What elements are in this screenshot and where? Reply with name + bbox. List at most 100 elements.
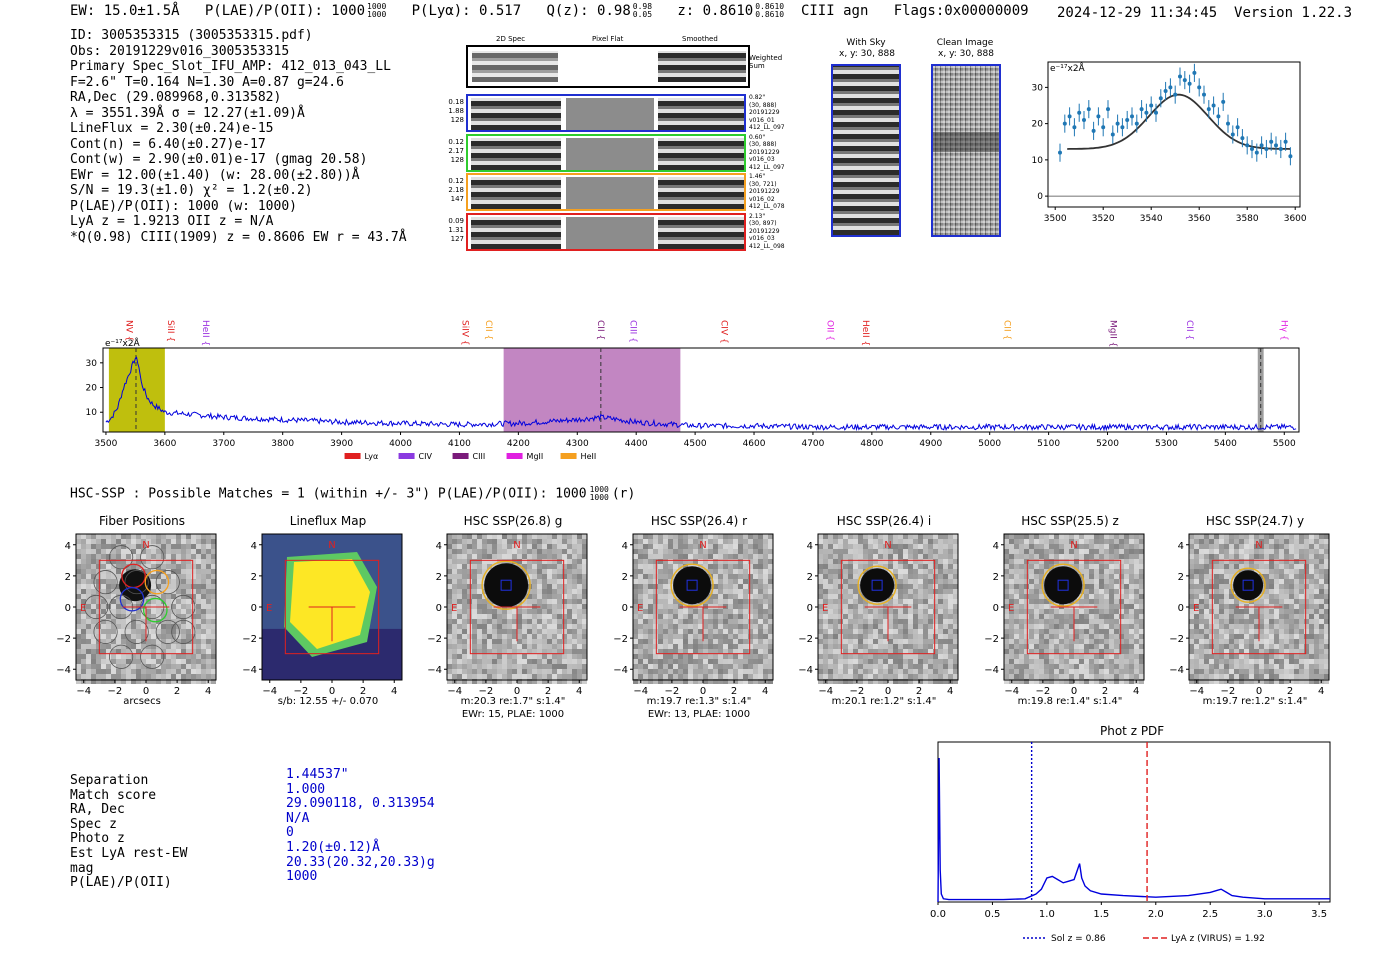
cutout-pixel — [743, 669, 748, 674]
cutout-pixel — [452, 654, 457, 659]
cutout-pixel — [943, 569, 948, 574]
cutout-pixel — [948, 554, 953, 559]
cutout-pixel — [1199, 664, 1204, 669]
cutout-pixel — [557, 624, 562, 629]
cutout-pixel — [1029, 654, 1034, 659]
cutout-pixel — [933, 574, 938, 579]
cutout-pixel — [111, 594, 116, 599]
cutout-pixel — [668, 624, 673, 629]
cutout-pixel — [753, 594, 758, 599]
fiber-circle — [84, 594, 109, 620]
spectrum-line-marker: HeII { — [200, 320, 210, 346]
cutout-pixel — [723, 654, 728, 659]
cutout-pixel — [858, 634, 863, 639]
cutout-pixel — [1094, 554, 1099, 559]
cutout-pixel — [572, 679, 577, 684]
cutout-pixel — [1034, 574, 1039, 579]
cutout-pixel — [1209, 574, 1214, 579]
cutout-pixel — [1119, 634, 1124, 639]
info-line: S/N = 19.3(±1.0) χ² = 1.2(±0.2) — [70, 183, 313, 198]
cutout-pixel — [733, 579, 738, 584]
cutout-pixel — [502, 554, 507, 559]
cutout-pixel — [467, 569, 472, 574]
cutout-pixel — [171, 649, 176, 654]
cutout-pixel — [853, 644, 858, 649]
spectrum-line-marker: CII { — [1001, 320, 1011, 340]
cutout-pixel — [1129, 569, 1134, 574]
cutout-pixel — [1134, 654, 1139, 659]
cutout-pixel — [76, 674, 81, 679]
plae-sup: 1000 — [367, 2, 387, 11]
cutout-pixel — [81, 554, 86, 559]
cutout-pixel — [893, 649, 898, 654]
cutout-pixel — [502, 649, 507, 654]
cutout-pixel — [873, 644, 878, 649]
cutout-pixel — [1189, 564, 1194, 569]
cutout-pixel — [898, 569, 903, 574]
cutout-pixel — [131, 619, 136, 624]
axis-ytick-label: −4 — [984, 665, 999, 676]
cutout-pixel — [1069, 639, 1074, 644]
cutout-pixel — [1204, 659, 1209, 664]
cutout-pixel — [648, 594, 653, 599]
cutout-pixel — [527, 674, 532, 679]
cutout-pixel — [502, 534, 507, 539]
cutout-pixel — [487, 669, 492, 674]
cutout-pixel — [1039, 544, 1044, 549]
cutout-pixel — [683, 619, 688, 624]
cutout-pixel — [903, 534, 908, 539]
cutout-pixel — [146, 644, 151, 649]
cutout-pixel — [663, 544, 668, 549]
cutout-pixel — [547, 669, 552, 674]
cutout-pixel — [1049, 659, 1054, 664]
spectrum-xtick-label: 3500 — [94, 439, 117, 449]
cutout-pixel — [748, 574, 753, 579]
cutout-pixel — [683, 679, 688, 684]
cutout-pixel — [1014, 619, 1019, 624]
cutout-pixel — [181, 614, 186, 619]
cutout-pixel — [838, 539, 843, 544]
cutout-pixel — [1204, 544, 1209, 549]
cutout-pixel — [823, 604, 828, 609]
cutout-pixel — [121, 664, 126, 669]
cutout-pixel — [828, 589, 833, 594]
cutout-pixel — [517, 629, 522, 634]
cutout-pixel — [1084, 594, 1089, 599]
cutout-pixel — [1089, 609, 1094, 614]
cutout-pixel — [1214, 549, 1219, 554]
cutout-pixel — [828, 604, 833, 609]
cutout-pixel — [1024, 649, 1029, 654]
cutout-pixel — [703, 549, 708, 554]
cutout-pixel — [748, 634, 753, 639]
cutout-pixel — [542, 624, 547, 629]
cutout-pixel — [638, 669, 643, 674]
cutout-pixel — [1189, 629, 1194, 634]
cutout-pixel — [522, 619, 527, 624]
cutout-pixel — [1114, 654, 1119, 659]
cutout-pixel — [1069, 554, 1074, 559]
cutout-pixel — [517, 534, 522, 539]
cutout-pixel — [1004, 639, 1009, 644]
cutout-pixel — [1089, 629, 1094, 634]
cutout-pixel — [1189, 534, 1194, 539]
cutout-pixel — [913, 574, 918, 579]
cutout-pixel — [101, 549, 106, 554]
cutout-pixel — [517, 649, 522, 654]
cutout-pixel — [81, 594, 86, 599]
cutout-pixel — [1029, 679, 1034, 684]
cutout-pixel — [81, 619, 86, 624]
cutout-pixel — [1209, 554, 1214, 559]
cutout-pixel — [843, 589, 848, 594]
cutout-pixel — [1114, 659, 1119, 664]
cutout-pixel — [1004, 649, 1009, 654]
cutout-pixel — [567, 589, 572, 594]
cutout-pixel — [708, 539, 713, 544]
cutout-pixel — [638, 624, 643, 629]
cutout-pixel — [908, 649, 913, 654]
cutout-pixel — [467, 599, 472, 604]
cutout-pixel — [1024, 579, 1029, 584]
cutout-pixel — [893, 679, 898, 684]
cutout-pixel — [653, 594, 658, 599]
cutout-pixel — [648, 559, 653, 564]
cutout-2dspec — [471, 137, 561, 170]
